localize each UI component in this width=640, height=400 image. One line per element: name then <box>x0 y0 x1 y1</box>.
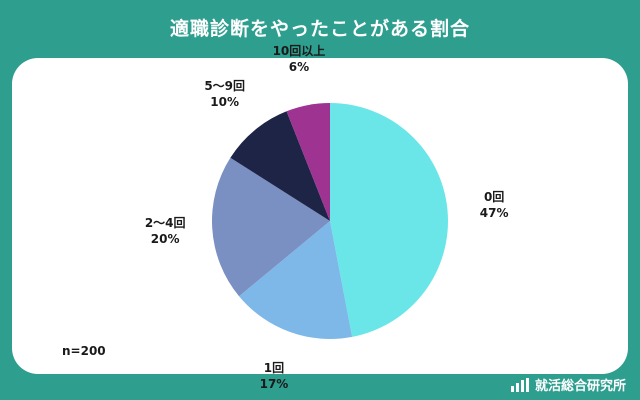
brand-name: 就活総合研究所 <box>534 379 626 394</box>
slice-label-1: 1回 17% <box>260 360 289 392</box>
slice-category: 0回 <box>483 190 505 205</box>
sample-size: n=200 <box>62 344 106 358</box>
slice-label-4: 10回以上 6% <box>273 43 326 75</box>
brand-footer: 就活総合研究所 <box>510 375 626 394</box>
slice-percent: 6% <box>288 59 310 74</box>
slice-percent: 17% <box>259 377 289 392</box>
slice-category: 1回 <box>263 361 285 376</box>
pie-slice-4 <box>286 103 330 221</box>
slice-label-0: 0回 47% <box>480 189 509 221</box>
pie-slice-2 <box>212 157 330 297</box>
pie-slice-3 <box>230 111 330 221</box>
slice-label-2: 2〜4回 20% <box>145 215 186 247</box>
slice-category: 10回以上 <box>272 43 326 58</box>
bar-chart-icon <box>510 377 529 392</box>
slice-category: 5〜9回 <box>204 78 246 93</box>
page-title: 適職診断をやったことがある割合 <box>169 18 470 40</box>
slice-percent: 20% <box>150 232 180 247</box>
slice-percent: 10% <box>210 94 240 109</box>
pie-slice-1 <box>239 221 353 339</box>
slice-category: 2〜4回 <box>144 216 186 231</box>
slice-label-3: 5〜9回 10% <box>204 78 245 110</box>
slice-percent: 47% <box>479 206 509 221</box>
pie-slice-0 <box>330 103 448 337</box>
